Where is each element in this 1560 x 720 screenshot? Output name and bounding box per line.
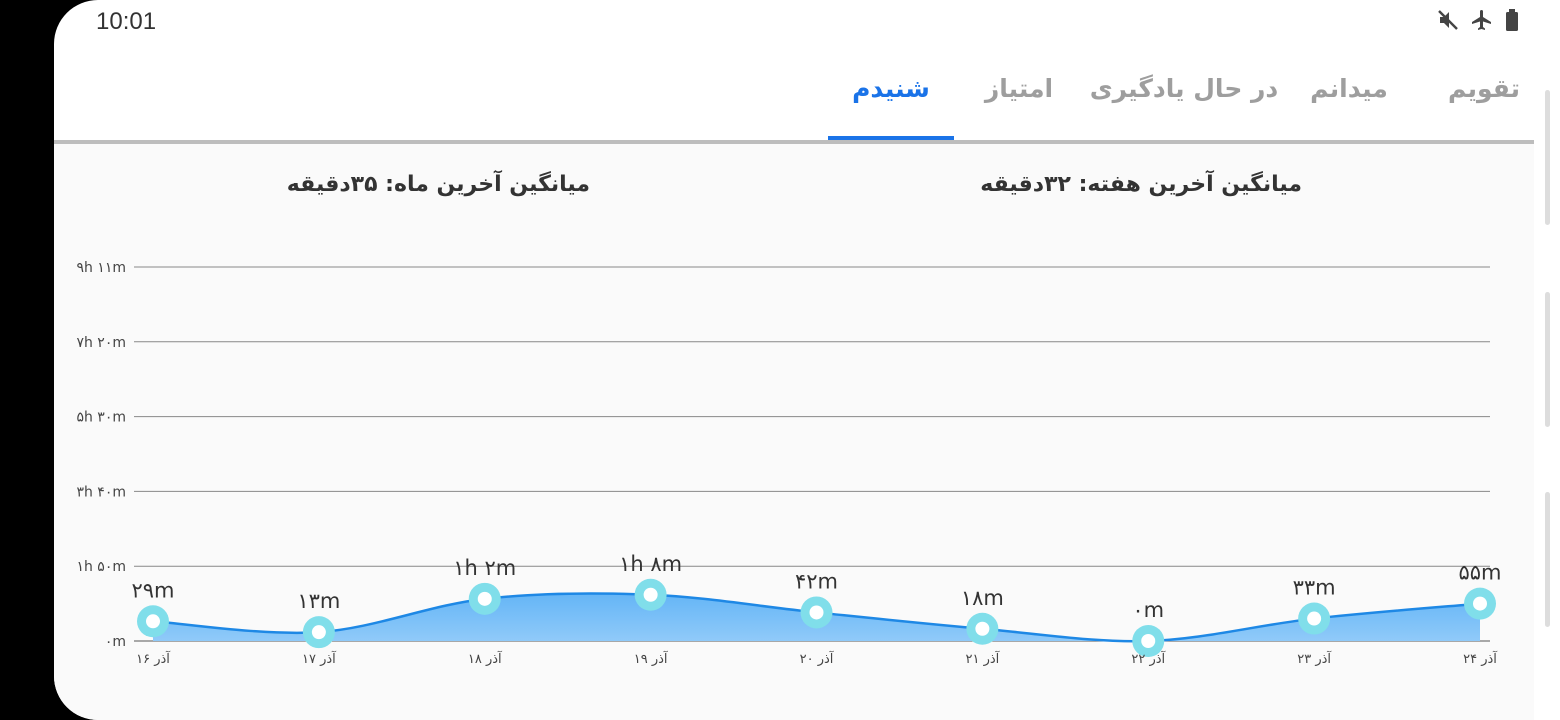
mute-icon [1438,10,1458,30]
tab-know[interactable]: میدانم [1284,74,1414,140]
battery-icon [1506,9,1518,31]
data-point-center [1141,634,1156,648]
chart-panel: میانگین آخرین هفته: ۳۲دقیقه میانگین آخری… [54,144,1534,720]
data-point-center [643,587,658,602]
x-tick-label: ۲۴ آذر [1463,650,1498,667]
active-tab-indicator [828,136,954,140]
listening-chart: ۰m ۱h ۵۰m ۳h ۴۰m ۵h ۳۰m ۷h ۲۰m ۹h ۱۱m ۲۹m ۱۶ آ… [76,260,1501,667]
tab-calendar[interactable]: تقویم [1414,74,1554,140]
x-tick-label: ۲۲ آذر [1131,650,1166,667]
data-point-center [146,614,160,629]
y-tick-label: ۹h ۱۱m [76,260,126,276]
month-average: میانگین آخرین ماه: ۳۵دقیقه [286,172,590,197]
tab-label: تقویم [1447,74,1521,103]
tab-learning[interactable]: در حال یادگیری [1084,74,1284,140]
tab-label: امتیاز [984,74,1054,103]
x-tick-label: ۱۷ آذر [302,650,337,667]
data-point-center [311,625,326,640]
tab-label: شنیدم [852,74,930,103]
data-label: ۱h ۲m [453,556,516,580]
y-tick-label: ۵h ۳۰m [76,410,126,426]
scrollbar-thumb[interactable] [1545,492,1550,627]
data-point-center [809,605,824,620]
tab-score[interactable]: امتیاز [954,74,1084,140]
y-tick-label: ۱h ۵۰m [76,559,126,575]
scrollbar-thumb[interactable] [1545,90,1550,225]
y-tick-label: ۷h ۲۰m [76,335,126,351]
y-tick-label: ۰m [105,634,126,650]
tab-divider [54,140,1534,144]
tab-label: میدانم [1310,74,1388,103]
y-tick-label: ۳h ۴۰m [76,484,126,500]
data-point-center [1307,611,1322,626]
data-label: ۵۵m [1458,561,1501,585]
data-label: ۳۳m [1293,576,1336,600]
week-average: میانگین آخرین هفته: ۳۲دقیقه [980,172,1302,197]
data-label: ۰m [1132,598,1164,622]
tab-heard[interactable]: شنیدم [828,74,954,140]
status-bar: 10:01 [54,0,1560,44]
scrollbar-thumb[interactable] [1545,292,1550,427]
tab-bar: تقویم میدانم در حال یادگیری امتیاز شنیدم [54,50,1534,140]
phone-screen: 10:01 تقویم میدانم در حال یادگیری امتیاز [54,0,1560,720]
x-tick-label: ۲۳ آذر [1297,650,1332,667]
status-time: 10:01 [96,8,157,35]
data-label: ۲۹m [131,578,174,602]
data-point-center [1473,596,1487,611]
data-point-center [975,621,990,636]
data-label: ۱h ۸m [619,552,682,576]
data-label: ۱۳m [297,589,340,613]
tab-label: در حال یادگیری [1089,74,1279,103]
data-label: ۴۲m [795,569,838,593]
airplane-icon [1472,10,1491,30]
x-tick-label: ۱۶ آذر [136,650,171,667]
data-point-center [477,591,492,606]
x-tick-label: ۲۰ آذر [800,650,835,667]
x-tick-label: ۲۱ آذر [965,650,1000,667]
x-tick-label: ۱۹ آذر [634,650,669,667]
data-label: ۱۸m [961,586,1004,610]
x-tick-label: ۱۸ آذر [468,650,503,667]
